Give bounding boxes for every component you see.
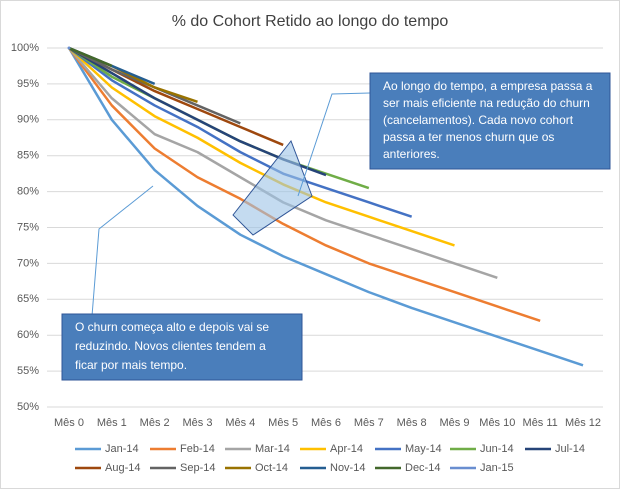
- y-tick-label: 70%: [17, 257, 39, 269]
- legend-label: Aug-14: [105, 462, 140, 474]
- legend-label: Apr-14: [330, 443, 363, 455]
- series-point: [67, 46, 71, 50]
- annotation-text: passa a ter menos churn que os: [383, 130, 554, 144]
- x-tick-label: Mês 1: [97, 417, 127, 429]
- callout-box: [369, 72, 611, 170]
- x-tick-label: Mês 10: [479, 417, 515, 429]
- annotation-text: ser mais eficiente na redução do churn: [383, 96, 590, 110]
- leader-line: [297, 92, 371, 197]
- legend-label: Jan-14: [105, 443, 139, 455]
- x-tick-label: Mês 12: [565, 417, 601, 429]
- x-tick-label: Mês 3: [183, 417, 213, 429]
- annotation-text: reduzindo. Novos clientes tendem a: [75, 339, 266, 353]
- x-tick-label: Mês 7: [354, 417, 384, 429]
- x-tick-label: Mês 9: [440, 417, 470, 429]
- series-line: [67, 47, 584, 367]
- annotation-text: anteriores.: [383, 147, 440, 161]
- chart-title: % do Cohort Retido ao longo do tempo: [172, 13, 449, 30]
- legend-label: May-14: [405, 443, 442, 455]
- legend-label: Sep-14: [180, 462, 215, 474]
- y-tick-label: 50%: [17, 401, 39, 413]
- legend-label: Jul-14: [555, 443, 585, 455]
- x-tick-label: Mês 11: [523, 417, 558, 429]
- legend-label: Jan-15: [480, 462, 514, 474]
- series-line: [68, 47, 455, 247]
- legend-label: Nov-14: [330, 462, 365, 474]
- annotations: [61, 72, 611, 381]
- series-line: [68, 47, 413, 218]
- annotation-text: (cancelamentos). Cada novo cohort: [383, 113, 574, 127]
- legend-label: Mar-14: [255, 443, 290, 455]
- x-tick-label: Mês 6: [311, 417, 341, 429]
- y-tick-label: 100%: [11, 42, 39, 54]
- x-tick-label: Mês 5: [268, 417, 298, 429]
- y-tick-label: 60%: [17, 329, 39, 341]
- y-tick-label: 95%: [17, 78, 39, 90]
- callout-box: [61, 313, 303, 381]
- legend-label: Oct-14: [255, 462, 288, 474]
- x-tick-label: Mês 0: [54, 417, 84, 429]
- legend-label: Feb-14: [180, 443, 215, 455]
- annotation-text: Ao longo do tempo, a empresa passa a: [383, 79, 593, 93]
- annotation-text: ficar por mais tempo.: [75, 358, 187, 372]
- series-line: [67, 47, 541, 323]
- y-tick-label: 55%: [17, 365, 39, 377]
- x-tick-label: Mês 4: [225, 417, 255, 429]
- annotation-text: O churn começa alto e depois vai se: [75, 320, 269, 334]
- y-tick-label: 80%: [17, 186, 39, 198]
- lines: [67, 46, 584, 367]
- leader-line: [91, 185, 154, 317]
- highlight-shape: [232, 139, 313, 236]
- x-tick-label: Mês 2: [140, 417, 170, 429]
- y-tick-label: 90%: [17, 114, 39, 126]
- legend-label: Dec-14: [405, 462, 440, 474]
- y-tick-label: 85%: [17, 150, 39, 162]
- legend-label: Jun-14: [480, 443, 514, 455]
- x-tick-label: Mês 8: [397, 417, 427, 429]
- series-line: [68, 46, 113, 68]
- y-tick-label: 75%: [17, 221, 39, 233]
- y-tick-label: 65%: [17, 293, 39, 305]
